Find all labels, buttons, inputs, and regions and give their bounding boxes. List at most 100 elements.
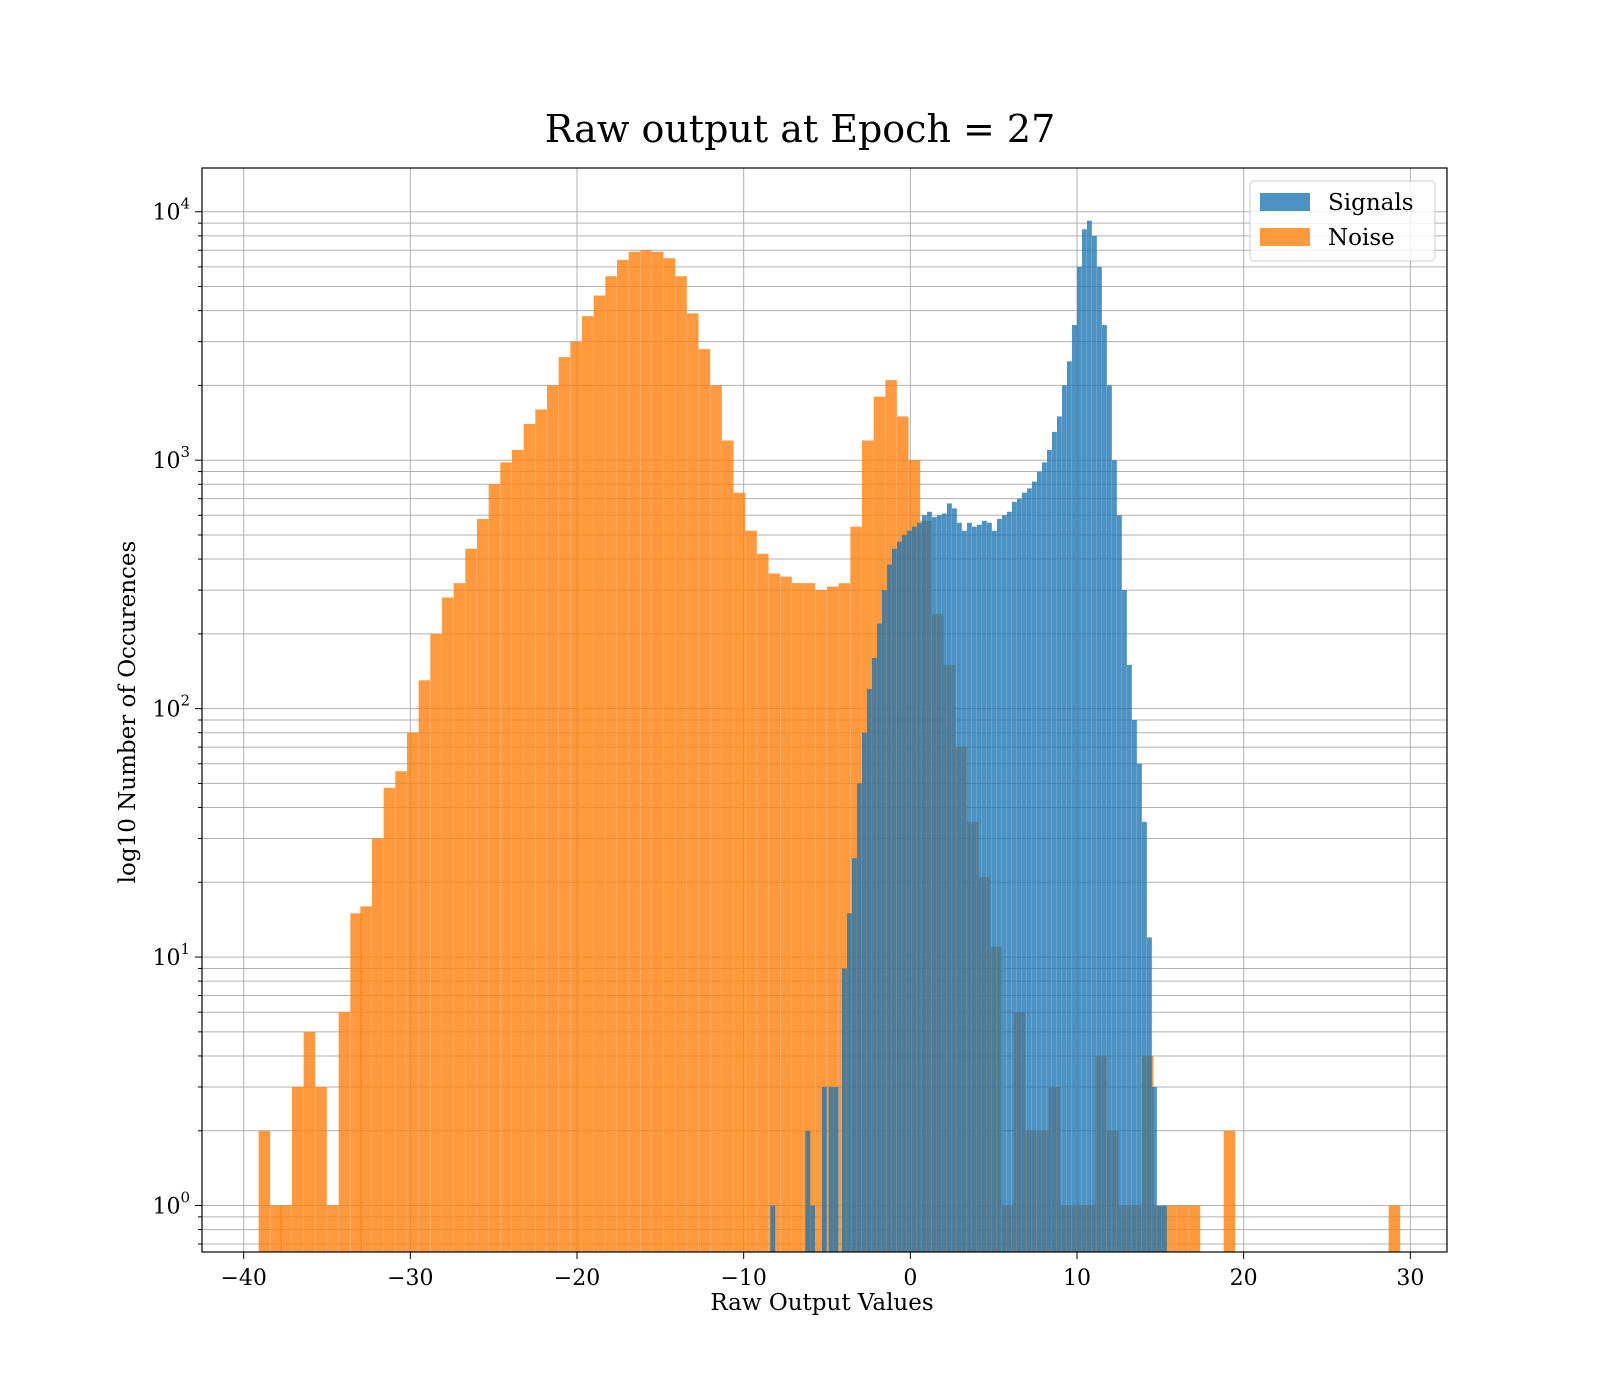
histogram-bar bbox=[1152, 1086, 1157, 1252]
histogram-bar bbox=[882, 590, 887, 1252]
histogram-bar bbox=[1042, 462, 1047, 1252]
histogram-bar bbox=[887, 564, 892, 1252]
signals-series bbox=[770, 220, 1167, 1253]
histogram-bar bbox=[745, 530, 757, 1252]
legend-label-noise: Noise bbox=[1328, 225, 1395, 251]
histogram-bar bbox=[922, 515, 927, 1252]
x-axis-ticks: −40 −30 −20 −10 0 10 20 30 bbox=[220, 1252, 1424, 1291]
histogram-bar bbox=[640, 250, 652, 1253]
histogram-bar bbox=[605, 276, 617, 1252]
histogram-bar bbox=[663, 258, 676, 1253]
histogram-bar bbox=[1132, 720, 1137, 1252]
histogram-bar bbox=[430, 633, 442, 1252]
histogram-bar bbox=[1177, 1205, 1189, 1252]
histogram-bar bbox=[867, 688, 872, 1252]
histogram-bar bbox=[395, 771, 407, 1252]
histogram-bar bbox=[558, 357, 571, 1252]
histogram-bar bbox=[1147, 937, 1152, 1252]
histogram-bar bbox=[828, 1086, 834, 1252]
histogram-bar bbox=[780, 576, 792, 1252]
histogram-bar bbox=[1002, 515, 1007, 1252]
histogram-bar bbox=[1072, 325, 1077, 1252]
histogram-bar bbox=[962, 530, 967, 1252]
plot-frame bbox=[201, 167, 1448, 1253]
y-tick-label: 100 bbox=[152, 1189, 190, 1220]
histogram-bar bbox=[698, 349, 711, 1253]
histogram-bar bbox=[805, 1130, 811, 1252]
histogram-bar bbox=[270, 1205, 282, 1252]
histogram-bar bbox=[453, 583, 466, 1252]
x-tick-label: −30 bbox=[387, 1266, 433, 1291]
histogram-bar bbox=[1388, 1205, 1401, 1252]
histogram-bar bbox=[675, 276, 687, 1252]
histogram-bar bbox=[1092, 235, 1097, 1252]
histogram-bar bbox=[1057, 416, 1062, 1253]
histogram-bar bbox=[803, 583, 816, 1252]
histogram-bar bbox=[852, 858, 857, 1252]
histogram-bar bbox=[907, 530, 912, 1252]
x-tick-label: 0 bbox=[903, 1266, 917, 1291]
histogram-bar bbox=[617, 259, 629, 1252]
histogram-bar bbox=[407, 732, 419, 1252]
histogram-bar bbox=[932, 517, 937, 1252]
histogram-bar bbox=[957, 522, 962, 1252]
histogram-bar bbox=[892, 548, 897, 1252]
histogram-bar bbox=[1007, 511, 1012, 1252]
histogram-bar bbox=[477, 518, 489, 1252]
histogram-bar bbox=[927, 511, 932, 1252]
y-tick-label: 104 bbox=[152, 195, 190, 226]
legend: Signals Noise bbox=[1249, 180, 1436, 262]
histogram-bar bbox=[902, 534, 907, 1252]
histogram-bar bbox=[360, 906, 372, 1252]
legend-label-signals: Signals bbox=[1328, 190, 1414, 216]
histogram-bar bbox=[1032, 481, 1037, 1252]
histogram-bar bbox=[977, 524, 982, 1252]
y-tick-label: 101 bbox=[152, 940, 190, 971]
histogram-bar bbox=[1223, 1130, 1236, 1252]
histogram-bar bbox=[815, 590, 827, 1252]
histogram-bar bbox=[547, 385, 559, 1252]
histogram-bar bbox=[857, 783, 862, 1252]
histogram-bar bbox=[1017, 498, 1022, 1252]
histogram-bar bbox=[768, 573, 781, 1252]
histogram-bar bbox=[280, 1205, 292, 1252]
histogram-bar bbox=[733, 492, 746, 1252]
histogram-bar bbox=[972, 526, 977, 1252]
histogram-bar bbox=[652, 251, 664, 1252]
histogram-bar bbox=[1162, 1205, 1167, 1252]
y-axis-ticks: 100 101 102 103 104 bbox=[152, 195, 202, 1245]
histogram-bar bbox=[912, 526, 917, 1252]
histogram-bar bbox=[1052, 431, 1057, 1253]
histogram-bar bbox=[512, 449, 524, 1252]
legend-swatch-noise bbox=[1260, 228, 1310, 246]
histogram-bar bbox=[1157, 1205, 1162, 1252]
histogram-bar bbox=[1082, 229, 1087, 1253]
histogram-bar bbox=[917, 522, 922, 1252]
histogram-bar bbox=[258, 1130, 271, 1252]
histogram-bar bbox=[1067, 361, 1072, 1252]
histogram-bar bbox=[792, 583, 804, 1252]
histogram-bar bbox=[582, 316, 594, 1252]
histogram-bar bbox=[1077, 266, 1082, 1252]
histogram-bar bbox=[372, 838, 384, 1252]
histogram-bar bbox=[997, 518, 1002, 1252]
legend-swatch-signals bbox=[1260, 193, 1310, 211]
histogram-bar bbox=[1117, 515, 1122, 1252]
histogram-bar bbox=[628, 251, 641, 1252]
y-tick-label: 102 bbox=[152, 692, 190, 723]
histogram-bar bbox=[897, 541, 902, 1252]
histogram-bar bbox=[593, 295, 606, 1253]
histogram-bar bbox=[488, 484, 501, 1253]
histogram-bar bbox=[877, 623, 882, 1252]
histogram-bar bbox=[1047, 449, 1052, 1252]
histogram-bar bbox=[303, 1031, 316, 1252]
histogram-bar bbox=[947, 503, 952, 1252]
histogram-bar bbox=[1087, 220, 1092, 1253]
x-tick-label: 10 bbox=[1063, 1266, 1091, 1291]
histogram-bar bbox=[327, 1205, 339, 1252]
histogram-bar bbox=[847, 913, 852, 1252]
histogram-bar bbox=[1097, 266, 1102, 1252]
histogram-bar bbox=[1012, 501, 1017, 1252]
histogram-bar bbox=[1137, 763, 1142, 1252]
